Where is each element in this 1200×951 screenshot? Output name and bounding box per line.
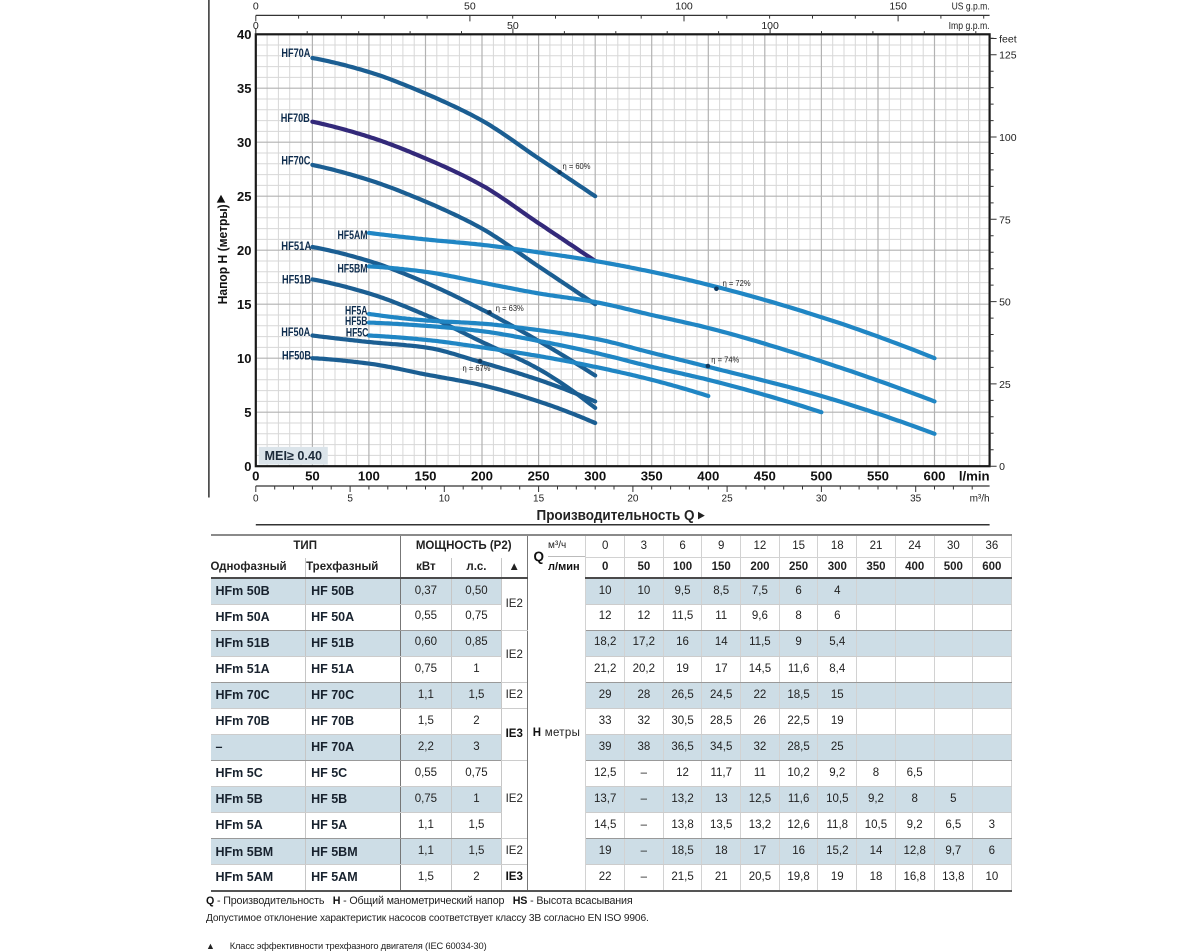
svg-text:30: 30 [237, 135, 251, 150]
svg-text:550: 550 [867, 469, 889, 484]
svg-text:0: 0 [999, 461, 1005, 473]
svg-text:40: 40 [237, 27, 251, 42]
svg-text:0: 0 [253, 20, 259, 32]
svg-text:HF50B: HF50B [282, 351, 311, 363]
svg-text:15: 15 [237, 297, 251, 312]
svg-text:0: 0 [253, 1, 259, 13]
svg-text:η = 74%: η = 74% [711, 354, 739, 364]
svg-text:HF70B: HF70B [281, 113, 310, 125]
svg-text:25: 25 [722, 494, 734, 505]
svg-text:35: 35 [910, 494, 922, 505]
svg-text:η = 60%: η = 60% [563, 161, 591, 171]
svg-text:200: 200 [471, 469, 493, 484]
svg-text:HF5AM: HF5AM [338, 230, 368, 242]
svg-text:HF70A: HF70A [281, 48, 310, 60]
svg-text:20: 20 [627, 494, 639, 505]
svg-text:125: 125 [999, 50, 1017, 62]
svg-text:η = 72%: η = 72% [723, 278, 751, 288]
svg-text:600: 600 [923, 469, 945, 484]
svg-text:300: 300 [584, 469, 606, 484]
svg-text:25: 25 [999, 379, 1011, 391]
svg-text:20: 20 [237, 243, 251, 258]
svg-text:10: 10 [439, 494, 451, 505]
svg-text:150: 150 [414, 469, 436, 484]
svg-text:HF50A: HF50A [281, 327, 310, 339]
svg-text:feet: feet [999, 34, 1017, 46]
svg-text:HF70C: HF70C [281, 155, 310, 167]
svg-text:5: 5 [244, 405, 251, 420]
svg-text:Imp g.p.m.: Imp g.p.m. [949, 20, 990, 32]
svg-text:35: 35 [237, 81, 251, 96]
svg-text:η = 67%: η = 67% [463, 363, 491, 373]
svg-text:100: 100 [675, 1, 693, 13]
svg-text:0: 0 [244, 459, 251, 474]
svg-text:25: 25 [237, 189, 251, 204]
svg-text:HF5B: HF5B [345, 316, 368, 328]
svg-text:150: 150 [889, 1, 907, 13]
svg-text:100: 100 [358, 469, 380, 484]
svg-text:0: 0 [252, 469, 259, 484]
svg-text:5: 5 [347, 494, 353, 505]
svg-text:HF51B: HF51B [282, 275, 311, 287]
svg-text:Производительность Q: Производительность Q [537, 508, 695, 524]
svg-text:400: 400 [697, 469, 719, 484]
svg-text:10: 10 [237, 351, 251, 366]
svg-text:US g.p.m.: US g.p.m. [952, 1, 990, 13]
svg-text:HF51A: HF51A [281, 241, 311, 253]
svg-text:l/min: l/min [959, 469, 990, 484]
svg-text:50: 50 [305, 469, 320, 484]
svg-text:HF5BM: HF5BM [338, 263, 368, 275]
svg-text:50: 50 [507, 20, 519, 32]
svg-text:100: 100 [761, 20, 779, 32]
svg-text:450: 450 [754, 469, 776, 484]
svg-text:100: 100 [999, 132, 1017, 144]
svg-text:50: 50 [999, 297, 1011, 309]
svg-text:Напор H (метры): Напор H (метры) [215, 204, 230, 304]
svg-text:MEI≥ 0.40: MEI≥ 0.40 [265, 449, 323, 463]
svg-text:50: 50 [464, 1, 476, 13]
svg-text:0: 0 [253, 494, 259, 505]
svg-text:15: 15 [533, 494, 545, 505]
svg-text:75: 75 [999, 214, 1011, 226]
svg-text:350: 350 [641, 469, 663, 484]
svg-text:500: 500 [810, 469, 832, 484]
svg-text:HF5A: HF5A [345, 306, 368, 318]
svg-text:η = 63%: η = 63% [496, 303, 524, 313]
svg-text:250: 250 [528, 469, 550, 484]
svg-text:m³/h: m³/h [970, 494, 990, 505]
svg-text:30: 30 [816, 494, 828, 505]
svg-text:HF5C: HF5C [346, 327, 369, 339]
